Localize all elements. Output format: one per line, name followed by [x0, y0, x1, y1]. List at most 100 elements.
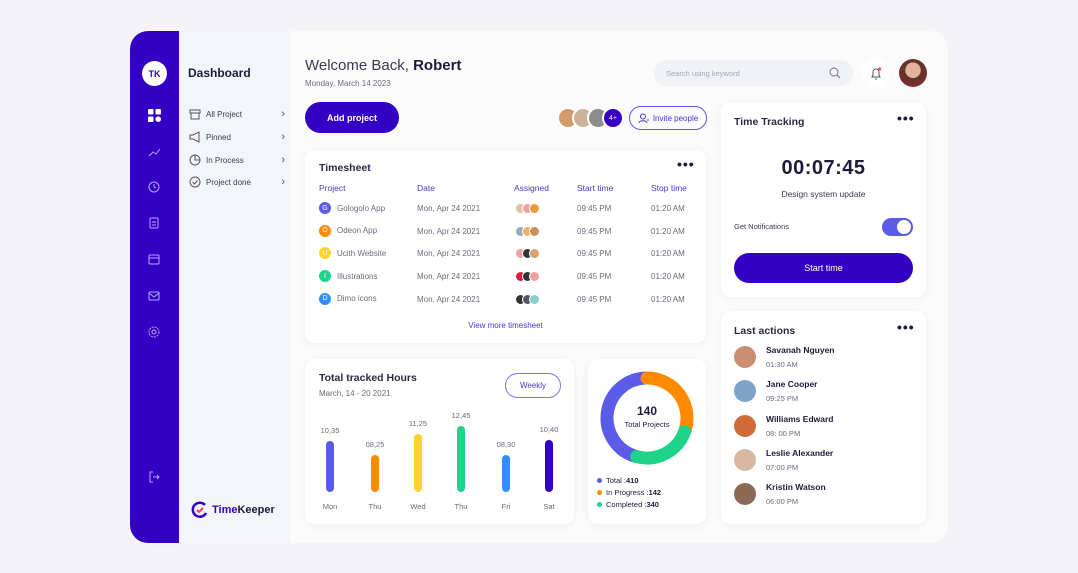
column-header-assigned[interactable]: Assigned	[514, 183, 549, 193]
project-initial-badge: I	[319, 270, 331, 283]
notifications-button[interactable]	[862, 59, 890, 87]
avatar	[529, 203, 540, 214]
sidebar-nav: Dashboard All Project › Pinned › In Proces…	[179, 31, 291, 543]
icon-rail: TK	[130, 31, 179, 543]
start-time-button[interactable]: Start time	[734, 253, 913, 283]
chevron-right-icon: ›	[281, 131, 285, 143]
column-header-stop-time[interactable]: Stop time	[651, 183, 687, 193]
add-project-button[interactable]: Add project	[305, 102, 399, 133]
project-name: Dimo icons	[337, 294, 377, 304]
stop-time-cell: 01:20 AM	[651, 226, 685, 236]
start-time-cell: 09:45 PM	[577, 204, 612, 213]
nav-item-in-process[interactable]: In Process ›	[189, 152, 285, 168]
list-item[interactable]: Williams Edward 08: 00 PM	[734, 414, 914, 438]
action-time: 06:00 PM	[766, 497, 799, 507]
nav-item-all-project[interactable]: All Project ›	[189, 106, 285, 122]
search-icon[interactable]	[829, 67, 841, 79]
legend-dot	[597, 490, 602, 495]
project-name: Odeon App	[337, 226, 378, 236]
person-name: Williams Edward	[766, 413, 834, 424]
column-header-project[interactable]: Project	[319, 183, 346, 193]
person-name: Savanah Nguyen	[766, 345, 835, 355]
date-cell: Mon, Apr 24 2021	[417, 294, 481, 304]
projects-summary-card: 140 Total Projects Total : 410 In Progres…	[588, 359, 706, 524]
bell-icon	[871, 66, 882, 79]
more-options-icon[interactable]: •••	[897, 110, 915, 126]
avatar	[529, 271, 540, 283]
legend-label: Completed :	[606, 500, 647, 509]
invite-label: Invite people	[652, 113, 699, 123]
day-label: Thu	[454, 502, 468, 511]
document-icon[interactable]	[146, 215, 162, 231]
archive-icon	[189, 109, 201, 120]
brand-text-b: Keeper	[237, 504, 275, 516]
current-date: Monday, March 14 2023	[305, 79, 391, 88]
bar-thu[interactable]	[371, 455, 379, 492]
donut-segment[interactable]	[640, 371, 694, 439]
table-row[interactable]: U Ucith Website Mon, Apr 24 2021 09:45 PM…	[319, 247, 699, 261]
project-initial-badge: U	[319, 247, 331, 260]
nav-item-project-done[interactable]: Project done ›	[189, 174, 285, 190]
legend-item: In Progress : 142	[597, 488, 661, 497]
project-name: Gologolo App	[337, 203, 386, 213]
action-time: 01:30 AM	[766, 360, 798, 369]
date-cell: Mon, Apr 24 2021	[417, 204, 481, 213]
nav-item-label: Project done	[206, 177, 251, 187]
table-row[interactable]: O Odeon App Mon, Apr 24 2021 09:45 PM 01:…	[319, 224, 699, 239]
action-time: 07:00 PM	[766, 462, 799, 472]
legend-dot	[597, 502, 602, 507]
bar-value-label: 08,25	[365, 440, 385, 450]
nav-item-label: Pinned	[206, 132, 231, 142]
table-row[interactable]: D Dimo icons Mon, Apr 24 2021 09:45 PM 01…	[319, 292, 699, 307]
settings-icon[interactable]	[146, 324, 162, 340]
current-task: Design system update	[781, 189, 866, 199]
more-options-icon[interactable]: •••	[677, 156, 695, 172]
invite-people-button[interactable]: Invite people	[629, 106, 707, 130]
timesheet-title: Timesheet	[319, 162, 371, 174]
table-row[interactable]: I Illustrations Mon, Apr 24 2021 09:45 PM…	[319, 270, 699, 284]
donut-segment[interactable]	[630, 425, 692, 465]
person-name: Kristin Watson	[766, 482, 826, 493]
check-circle-icon	[189, 176, 201, 188]
logo: TK	[142, 61, 167, 86]
stop-time-cell: 01:20 AM	[651, 204, 685, 213]
view-more-timesheet-link[interactable]: View more timesheet	[468, 321, 543, 330]
bar-fri[interactable]	[502, 454, 510, 492]
bar-value-label: 11,25	[408, 419, 428, 429]
chevron-right-icon: ›	[281, 176, 285, 188]
bar-sat[interactable]	[545, 440, 553, 492]
assigned-avatars	[515, 203, 540, 214]
column-header-date[interactable]: Date	[417, 183, 435, 193]
bar-wed[interactable]	[414, 434, 422, 492]
list-item[interactable]: Kristin Watson 06:00 PM	[734, 482, 914, 506]
search-input[interactable]: Search using keyword	[654, 60, 853, 86]
dashboard-icon[interactable]	[146, 107, 162, 123]
chart-subtitle: March, 14 - 20 2021	[319, 389, 391, 398]
nav-item-label: In Process	[206, 155, 244, 165]
mail-icon[interactable]	[146, 288, 162, 304]
column-header-start-time[interactable]: Start time	[577, 183, 614, 193]
list-item[interactable]: Savanah Nguyen 01:30 AM	[734, 345, 914, 369]
team-avatars[interactable]: 4+	[557, 107, 624, 129]
avatar	[529, 225, 540, 237]
notifications-toggle[interactable]	[882, 218, 913, 236]
analytics-icon[interactable]	[146, 143, 162, 159]
weekly-filter-button[interactable]: Weekly	[505, 373, 561, 398]
avatar	[734, 448, 756, 471]
list-item[interactable]: Leslie Alexander 07:00 PM	[734, 448, 914, 472]
table-row[interactable]: G Gologolo App Mon, Apr 24 2021 09:45 PM …	[319, 202, 699, 216]
bar-value-label: 08,30	[496, 439, 516, 449]
bar-mon[interactable]	[326, 440, 334, 492]
user-avatar[interactable]	[899, 59, 927, 87]
donut-segment[interactable]	[600, 371, 654, 464]
nav-item-pinned[interactable]: Pinned ›	[189, 129, 285, 145]
toggle-knob	[897, 220, 911, 234]
more-options-icon[interactable]: •••	[897, 319, 915, 335]
logout-icon[interactable]	[146, 469, 162, 485]
legend-dot	[597, 478, 602, 483]
bar-thu[interactable]	[457, 425, 465, 492]
clock-icon[interactable]	[146, 179, 162, 195]
list-item[interactable]: Jane Cooper 09:25 PM	[734, 379, 914, 403]
total-projects-value: 140	[636, 404, 658, 418]
calendar-icon[interactable]	[146, 251, 162, 267]
